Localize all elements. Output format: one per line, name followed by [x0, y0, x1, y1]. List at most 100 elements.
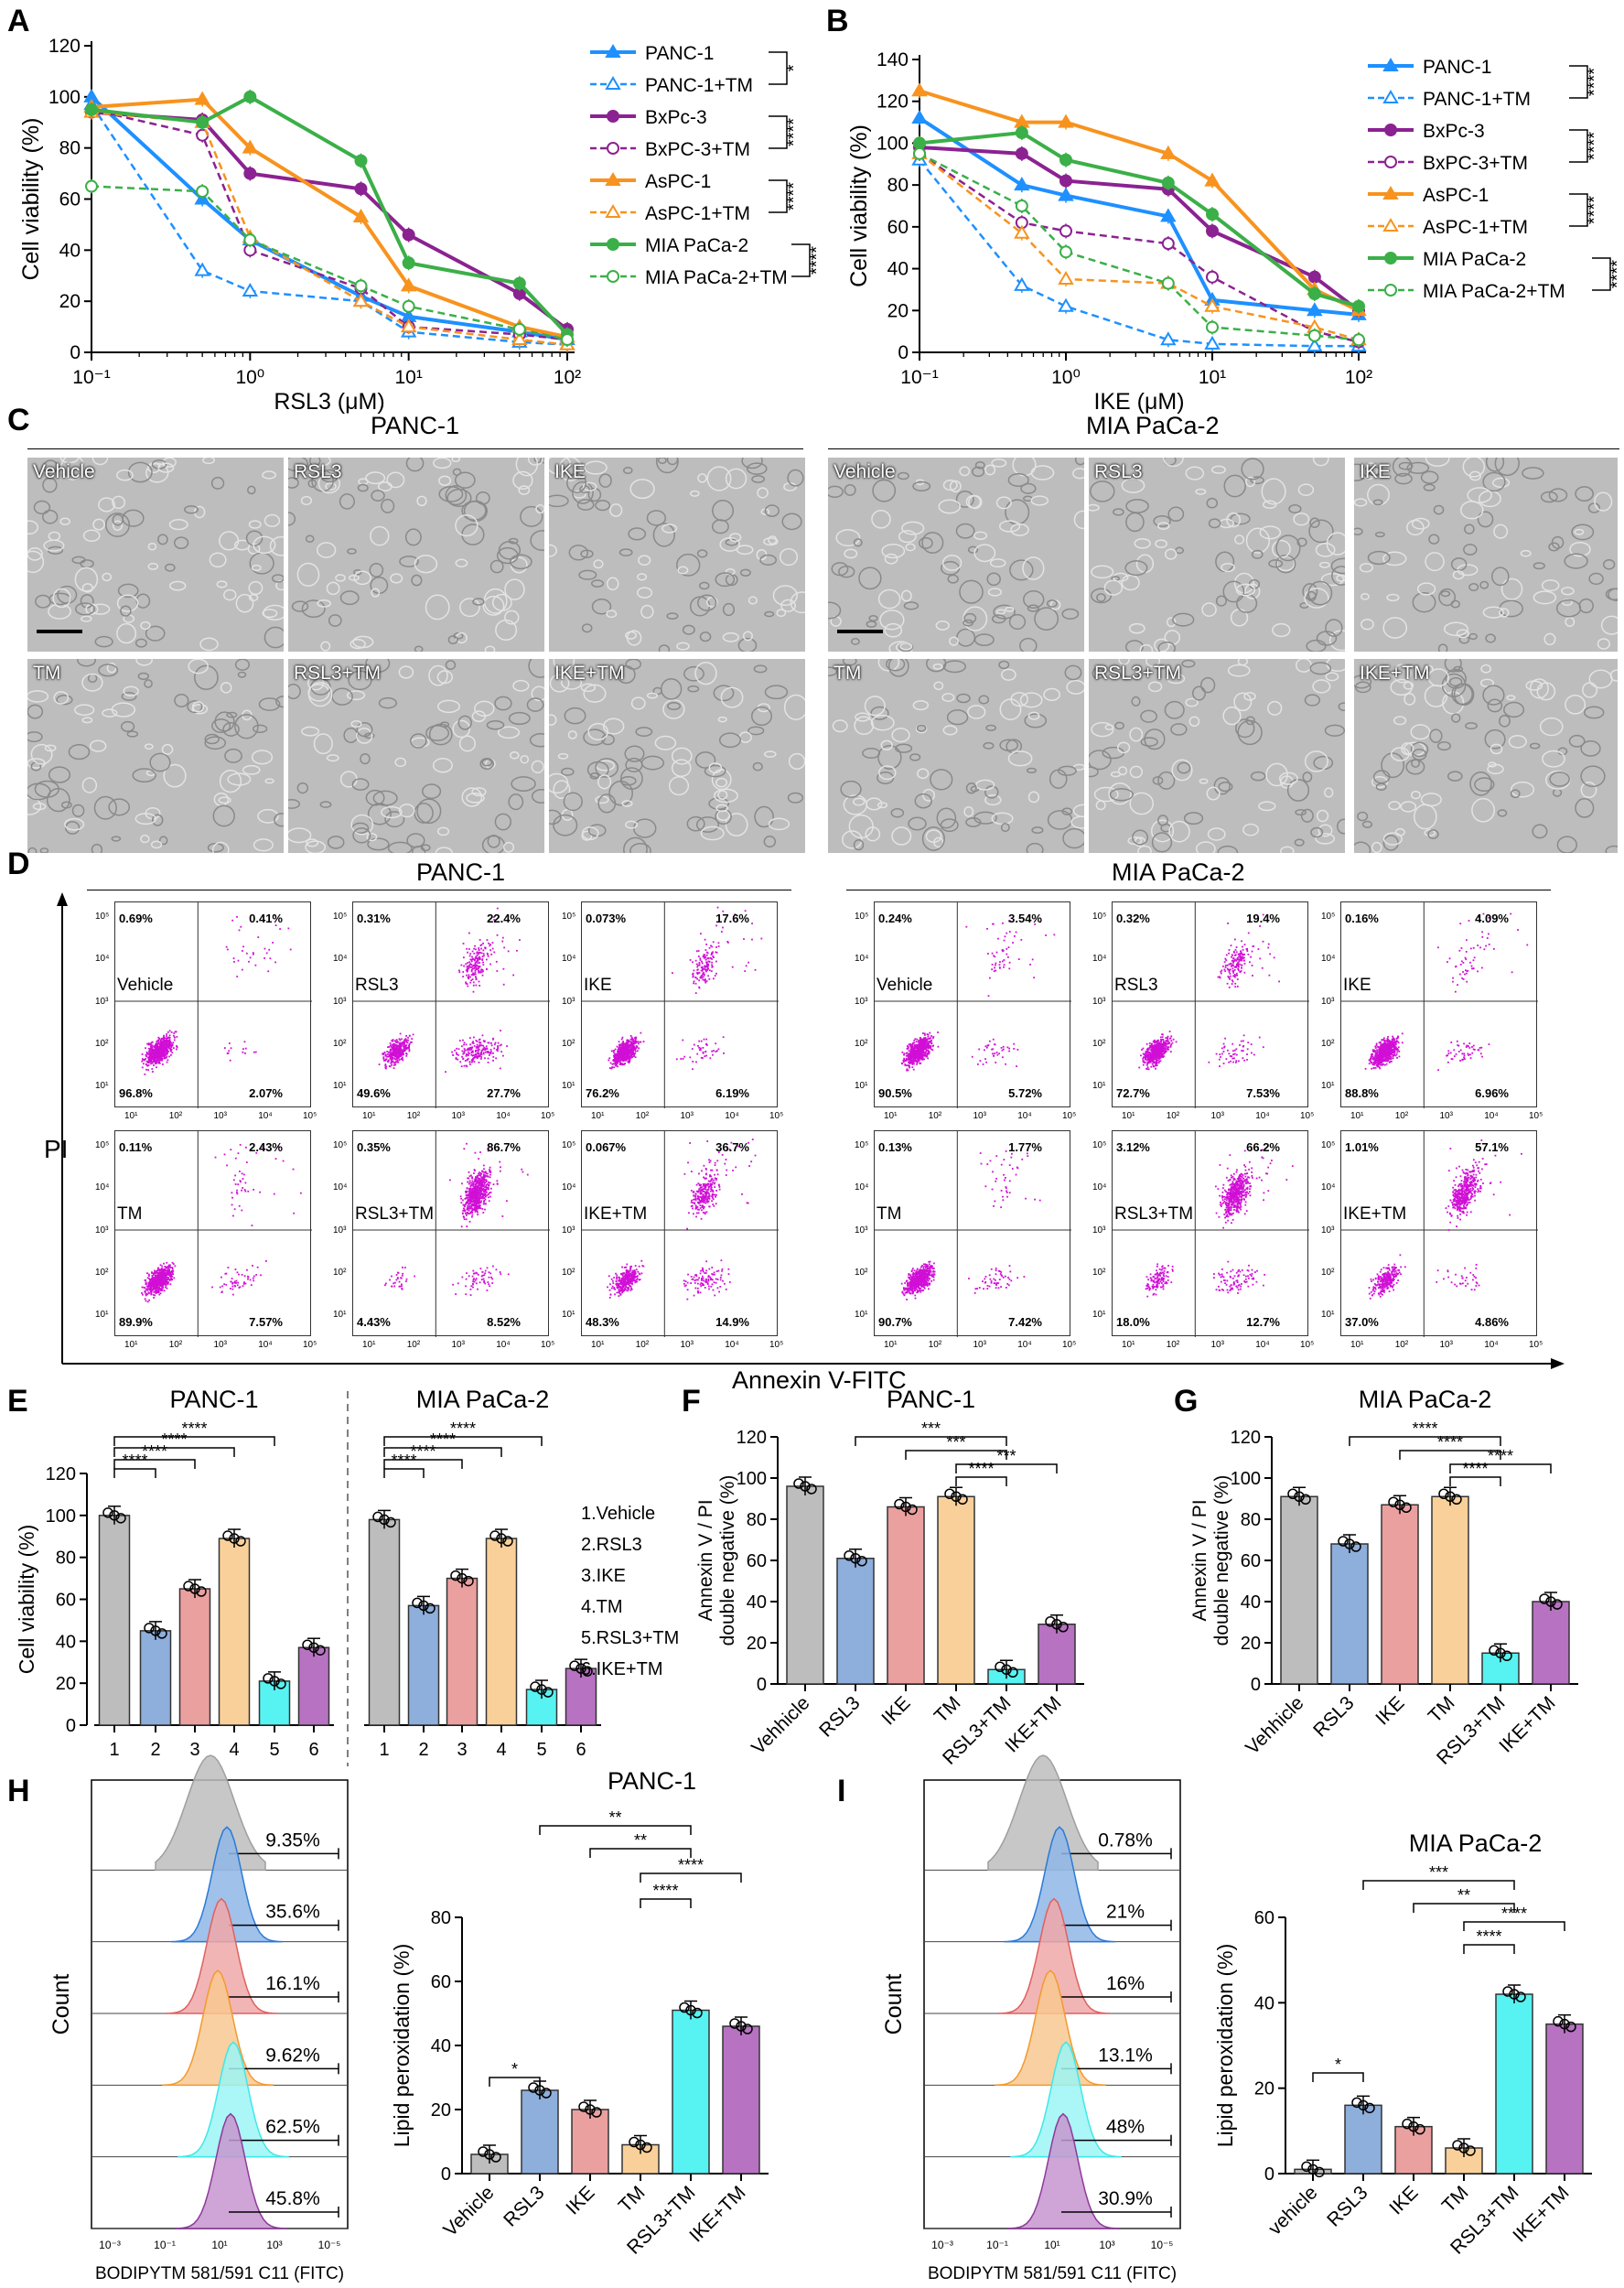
histogram-x-tick: 10⁻⁵	[1151, 2239, 1174, 2251]
facs-y-tick: 10¹	[1092, 1081, 1106, 1091]
y-axis-label: double negative (%)	[717, 1475, 738, 1646]
facs-y-tick: 10¹	[855, 1081, 868, 1091]
replicate-point	[850, 1553, 861, 1564]
significance-bracket	[955, 1476, 1007, 1486]
histogram-x-tick: 10⁻¹	[154, 2239, 176, 2251]
facs-y-tick: 10⁵	[95, 1140, 110, 1150]
replicate-point	[1045, 1616, 1056, 1627]
x-tick-label: 10⁻¹	[72, 367, 110, 388]
legend-marker	[605, 76, 621, 90]
legend-marker	[607, 270, 619, 283]
significance-bracket	[539, 1825, 692, 1835]
significance-bracket	[640, 1898, 692, 1908]
bar	[786, 1485, 824, 1685]
facs-x-tick: 10⁵	[1529, 1340, 1543, 1350]
replicate-point	[189, 1583, 200, 1594]
replicate-point	[302, 1639, 313, 1650]
panel-label-f: F	[682, 1384, 701, 1419]
quadrant-percentage: 4.09%	[1475, 912, 1509, 925]
chart-f-panc1-annexin: 0 20 40 60 80 100 120 Annexin V / PI double nega…	[695, 1386, 1084, 1769]
facs-x-tick: 10¹	[1350, 1340, 1364, 1350]
facs-y-tick: 10²	[1092, 1267, 1106, 1278]
x-tick-label: 4	[229, 1740, 239, 1760]
significance-bracket	[489, 2077, 541, 2087]
y-tick-label: 120	[46, 1464, 76, 1484]
quadrant-percentage: 90.7%	[878, 1315, 912, 1329]
facs-x-tick: 10⁵	[1300, 1340, 1315, 1350]
micrograph-rsl3-plus-tm: RSL3+TM	[288, 659, 544, 853]
significance-label: ****	[430, 1430, 456, 1449]
cell-texture	[288, 659, 544, 853]
facs-x-tick: 10⁵	[541, 1340, 555, 1350]
replicate-point	[1394, 1499, 1405, 1510]
facs-x-tick: 10⁵	[769, 1340, 784, 1350]
histogram-x-tick: 10³	[1099, 2239, 1114, 2251]
bar	[1344, 2104, 1382, 2175]
panel-label-a: A	[7, 4, 30, 38]
quadrant-percentage: 0.69%	[119, 912, 153, 925]
y-axis-label: Lipid peroxidation (%)	[1213, 1944, 1237, 2147]
significance-bracket	[1399, 1450, 1501, 1460]
y-tick-label: 0	[898, 342, 909, 363]
quadrant-percentage: 0.41%	[249, 912, 283, 925]
micrograph-label: Vehicle	[33, 461, 95, 482]
facs-scatter	[1113, 1131, 1309, 1337]
scale-bar	[837, 630, 883, 633]
legend-label: AsPC-1+TM	[1423, 217, 1528, 238]
bar	[1280, 1495, 1318, 1685]
data-point	[512, 276, 526, 290]
facs-x-tick: 10³	[451, 1111, 465, 1121]
quadrant-percentage: 7.57%	[249, 1315, 283, 1329]
x-tick-label: 10⁰	[235, 367, 264, 388]
y-tick-label: 40	[887, 259, 909, 280]
facs-y-tick: 10²	[855, 1038, 868, 1049]
x-tick-label: RSL3	[815, 1692, 864, 1741]
replicate-point	[489, 1530, 500, 1541]
x-tick-label: IKE+TM	[1001, 1692, 1065, 1756]
data-point	[1307, 329, 1321, 342]
facs-x-tick: 10⁴	[1017, 1340, 1032, 1350]
y-axis-label: Cell viability (%)	[18, 118, 44, 281]
panel-label-d: D	[7, 847, 30, 881]
facs-x-tick: 10¹	[591, 1340, 605, 1350]
facs-scatter	[582, 902, 779, 1108]
histogram-y-label: Count	[48, 1974, 74, 2035]
facs-x-tick: 10⁵	[1529, 1111, 1543, 1121]
facs-y-tick: 10⁴	[95, 954, 110, 965]
facs-condition-label: IKE	[584, 976, 612, 995]
facs-scatter	[875, 902, 1071, 1108]
quadrant-percentage: 4.86%	[1475, 1315, 1509, 1329]
data-point	[1015, 146, 1028, 160]
facs-y-tick: 10²	[95, 1038, 109, 1049]
data-point	[352, 209, 370, 223]
gate-percentage: 62.5%	[265, 2117, 320, 2138]
facs-x-tick: 10²	[635, 1111, 650, 1121]
legend-label: PANC-1+TM	[1423, 89, 1531, 110]
significance-bracket	[905, 1450, 1007, 1460]
legend-label: BxPc-3	[645, 107, 707, 128]
facs-y-tick: 10²	[562, 1267, 575, 1278]
y-tick-label: 20	[431, 2100, 451, 2121]
histogram-x-tick: 10¹	[211, 2239, 227, 2251]
y-tick-label: 120	[48, 36, 81, 57]
micrograph-label: RSL3+TM	[1094, 663, 1182, 684]
histogram-peak	[175, 2112, 286, 2229]
x-tick-label: Vehhicle	[747, 1692, 813, 1758]
y-tick-label: 80	[747, 1510, 767, 1530]
significance-label: ****	[1488, 1447, 1513, 1465]
facs-condition-label: RSL3	[355, 976, 399, 995]
data-point	[512, 322, 526, 336]
facs-plot-ike: 0.073% 17.6% 76.2% 6.19% IKE 10¹ 10² 10³ 10⁴ 10⁵ 1…	[562, 901, 783, 1121]
replicate-point	[478, 2146, 489, 2157]
replicate-point	[263, 1673, 274, 1684]
quadrant-percentage: 96.8%	[119, 1086, 153, 1100]
facs-x-tick: 10⁵	[1062, 1111, 1077, 1121]
replicate-point	[463, 1575, 474, 1587]
facs-y-tick: 10³	[95, 1225, 109, 1236]
facs-x-tick: 10²	[168, 1111, 183, 1121]
replicate-point	[1402, 2118, 1413, 2130]
replicate-point	[1451, 1494, 1462, 1505]
y-tick-label: 100	[48, 87, 81, 108]
facs-x-tick: 10³	[1439, 1111, 1453, 1121]
facs-y-tick: 10³	[562, 996, 575, 1007]
